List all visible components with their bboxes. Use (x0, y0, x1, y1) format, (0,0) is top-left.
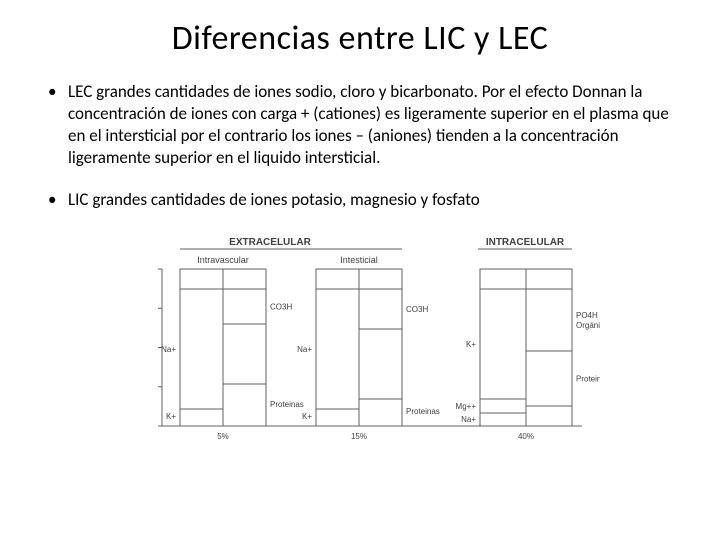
svg-text:Intravascular: Intravascular (197, 255, 249, 265)
svg-text:Intesticial: Intesticial (340, 255, 378, 265)
svg-text:Na+: Na+ (461, 415, 476, 424)
svg-text:Proteinas: Proteinas (406, 407, 440, 416)
bullet-list: LEC grandes cantidades de iones sodio, c… (30, 81, 690, 211)
svg-text:CO3H: CO3H (270, 303, 292, 312)
svg-text:EXTRACELULAR: EXTRACELULAR (229, 237, 311, 248)
svg-text:PO4H: PO4H (576, 311, 598, 320)
page-title: Diferencias entre LIC y LEC (30, 18, 690, 59)
svg-text:K+: K+ (166, 412, 176, 421)
svg-text:Na+: Na+ (161, 345, 176, 354)
svg-text:Orgánico: Orgánico (576, 321, 600, 330)
ion-composition-diagram: EXTRACELULAR INTRACELULAR Intravascular Na+… (120, 231, 600, 446)
bullet-1: LEC grandes cantidades de iones sodio, c… (48, 81, 690, 169)
svg-text:K+: K+ (302, 412, 312, 421)
svg-text:CO3H: CO3H (406, 305, 428, 314)
svg-text:Proteinas: Proteinas (576, 375, 600, 384)
bullet-2: LIC grandes cantidades de iones potasio,… (48, 189, 690, 211)
slide: Diferencias entre LIC y LEC LEC grandes … (0, 0, 720, 540)
svg-text:15%: 15% (351, 432, 367, 441)
svg-text:Na+: Na+ (297, 345, 312, 354)
svg-text:Proteinas: Proteinas (270, 400, 304, 409)
svg-text:INTRACELULAR: INTRACELULAR (486, 237, 565, 248)
svg-text:Mg++: Mg++ (456, 402, 477, 411)
svg-text:K+: K+ (466, 340, 476, 349)
svg-text:5%: 5% (217, 432, 229, 441)
svg-text:40%: 40% (518, 432, 534, 441)
